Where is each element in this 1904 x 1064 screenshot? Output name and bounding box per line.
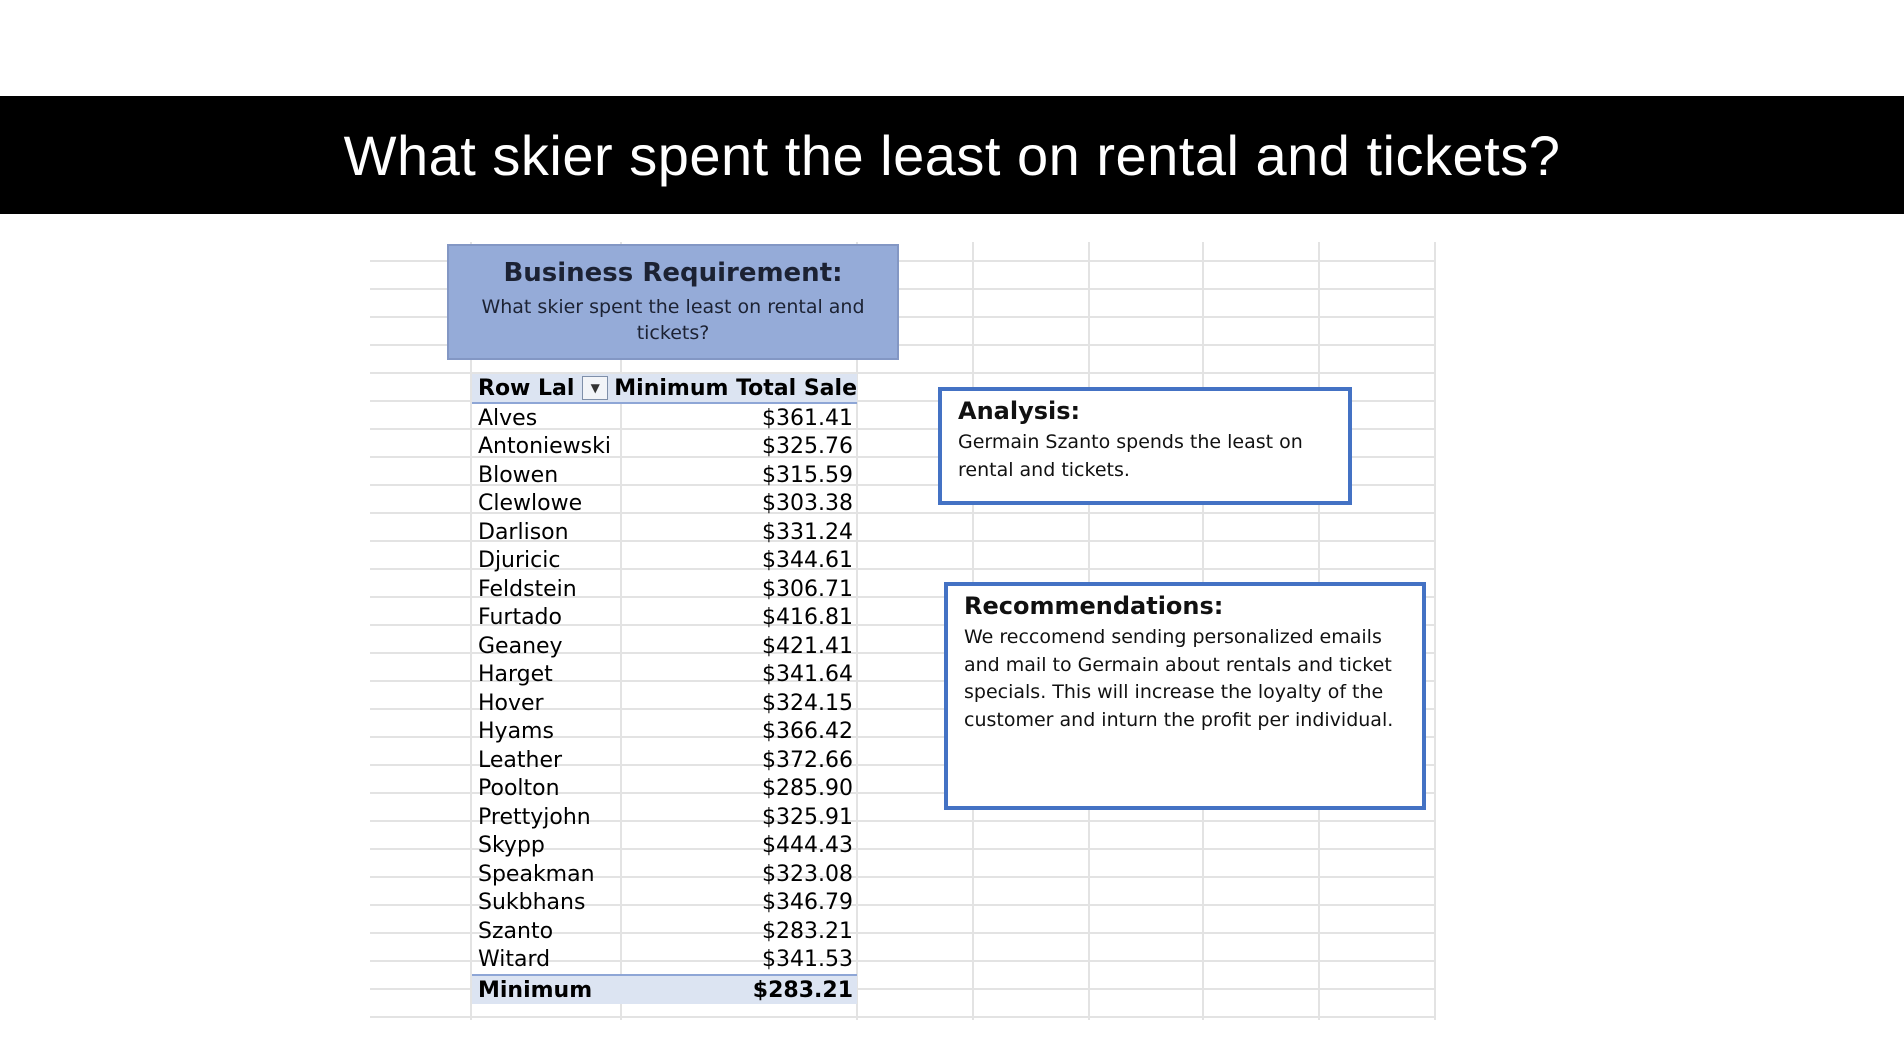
business-requirement-box: Business Requirement: What skier spent t…	[447, 244, 899, 360]
table-row: Hyams $366.42	[472, 718, 857, 747]
row-labels-header: Row Lal	[478, 375, 575, 401]
table-row: Blowen $315.59	[472, 461, 857, 490]
skier-name: Speakman	[478, 861, 595, 887]
table-row: Leather $372.66	[472, 746, 857, 775]
min-total-sale: $315.59	[762, 462, 853, 488]
min-total-sale: $325.76	[762, 434, 853, 460]
table-row: Geaney $421.41	[472, 632, 857, 661]
grand-total-value: $283.21	[752, 977, 853, 1003]
skier-name: Hover	[478, 690, 544, 716]
analysis-text: Germain Szanto spends the least on renta…	[958, 431, 1303, 481]
skier-name: Skypp	[478, 833, 545, 859]
skier-name: Blowen	[478, 462, 559, 488]
table-row: Witard $341.53	[472, 946, 857, 975]
skier-name: Poolton	[478, 776, 560, 802]
recommendations-box: Recommendations: We reccomend sending pe…	[944, 582, 1426, 810]
chevron-down-icon[interactable]: ▼	[582, 376, 609, 400]
table-row: Skypp $444.43	[472, 832, 857, 861]
skier-name: Djuricic	[478, 548, 561, 574]
skier-name: Geaney	[478, 633, 563, 659]
slide-title: What skier spent the least on rental and…	[0, 96, 1904, 214]
min-total-sale: $341.64	[762, 662, 853, 688]
table-row: Harget $341.64	[472, 661, 857, 690]
table-row: Prettyjohn $325.91	[472, 803, 857, 832]
table-row: Sukbhans $346.79	[472, 889, 857, 918]
skier-name: Feldstein	[478, 576, 577, 602]
skier-name: Clewlowe	[478, 491, 583, 517]
min-total-sale: $283.21	[762, 918, 853, 944]
min-total-sale: $444.43	[762, 833, 853, 859]
table-row: Antoniewski $325.76	[472, 433, 857, 462]
skier-name: Furtado	[478, 605, 562, 631]
min-total-sale: $323.08	[762, 861, 853, 887]
grand-total-label: Minimum	[478, 977, 593, 1003]
recommendations-title: Recommendations:	[964, 592, 1224, 620]
pivot-grand-total-row: Minimum $283.21	[472, 974, 857, 1004]
recommendations-text: We reccomend sending personalized emails…	[964, 626, 1394, 731]
min-total-sale: $325.91	[762, 804, 853, 830]
table-row: Furtado $416.81	[472, 604, 857, 633]
min-total-sale: $346.79	[762, 890, 853, 916]
business-requirement-text: What skier spent the least on rental and…	[481, 296, 865, 344]
pivot-table: Row Lal ▼ Minimum Total Sale Alves $361.…	[472, 374, 857, 1004]
business-requirement-title: Business Requirement:	[503, 258, 843, 288]
pivot-header-row: Row Lal ▼ Minimum Total Sale	[472, 374, 857, 404]
min-total-sale: $285.90	[762, 776, 853, 802]
min-total-sale: $306.71	[762, 576, 853, 602]
skier-name: Szanto	[478, 918, 554, 944]
table-row: Clewlowe $303.38	[472, 490, 857, 519]
table-row: Poolton $285.90	[472, 775, 857, 804]
table-row: Djuricic $344.61	[472, 547, 857, 576]
min-total-sale: $361.41	[762, 405, 853, 431]
table-row: Hover $324.15	[472, 689, 857, 718]
skier-name: Hyams	[478, 719, 554, 745]
min-total-sale: $303.38	[762, 491, 853, 517]
min-total-sale: $372.66	[762, 747, 853, 773]
table-row: Szanto $283.21	[472, 917, 857, 946]
minimum-total-sale-header: Minimum Total Sale	[614, 375, 857, 401]
min-total-sale: $344.61	[762, 548, 853, 574]
skier-name: Antoniewski	[478, 434, 611, 460]
min-total-sale: $366.42	[762, 719, 853, 745]
min-total-sale: $324.15	[762, 690, 853, 716]
skier-name: Alves	[478, 405, 538, 431]
min-total-sale: $331.24	[762, 519, 853, 545]
analysis-box: Analysis: Germain Szanto spends the leas…	[938, 387, 1352, 505]
skier-name: Leather	[478, 747, 563, 773]
skier-name: Darlison	[478, 519, 569, 545]
table-row: Alves $361.41	[472, 404, 857, 433]
skier-name: Prettyjohn	[478, 804, 591, 830]
analysis-title: Analysis:	[958, 397, 1081, 425]
skier-name: Sukbhans	[478, 890, 586, 916]
table-row: Darlison $331.24	[472, 518, 857, 547]
table-row: Speakman $323.08	[472, 860, 857, 889]
skier-name: Witard	[478, 947, 551, 973]
skier-name: Harget	[478, 662, 553, 688]
table-row: Feldstein $306.71	[472, 575, 857, 604]
min-total-sale: $421.41	[762, 633, 853, 659]
min-total-sale: $341.53	[762, 947, 853, 973]
min-total-sale: $416.81	[762, 605, 853, 631]
